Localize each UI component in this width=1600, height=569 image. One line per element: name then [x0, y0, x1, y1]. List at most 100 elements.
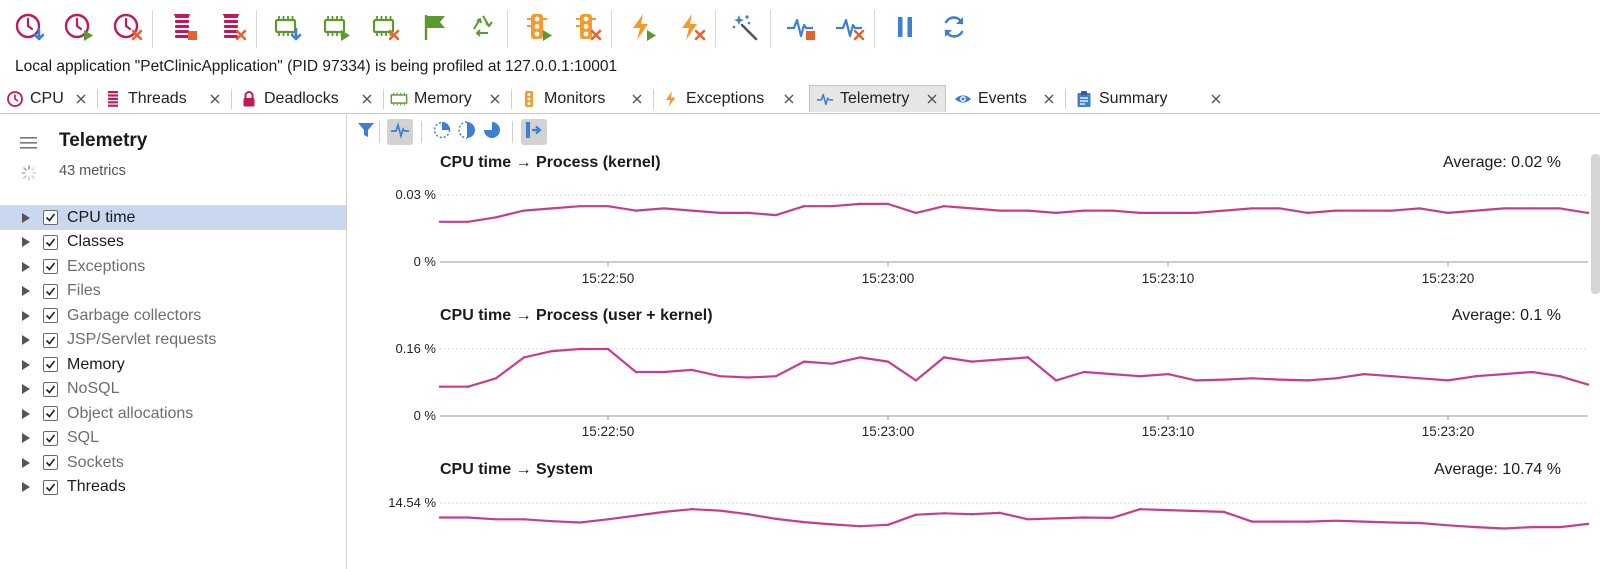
- close-tab-icon[interactable]: [1210, 93, 1222, 105]
- metric-tree-item[interactable]: SQL: [0, 426, 346, 451]
- metric-checkbox[interactable]: [43, 332, 58, 348]
- filter-toggle[interactable]: [353, 119, 379, 145]
- telemetry-chart: CPU time → Process (user + kernel) Averag…: [396, 307, 1590, 439]
- metric-checkbox[interactable]: [43, 430, 58, 446]
- exception-recording-start-button[interactable]: [625, 10, 659, 48]
- close-tab-icon[interactable]: [1043, 93, 1055, 105]
- monitor-recording-start-button[interactable]: [521, 10, 555, 48]
- data-point: [690, 209, 694, 212]
- pie-three-quarter-toggle[interactable]: [479, 119, 505, 145]
- cpu-recording-start-button[interactable]: [13, 10, 47, 48]
- metric-checkbox[interactable]: [43, 210, 58, 225]
- expand-arrow-icon[interactable]: [22, 408, 30, 419]
- metric-tree-item[interactable]: Memory: [0, 352, 346, 377]
- mark-heap-flag-button[interactable]: [417, 10, 451, 48]
- memory-recording-stop-icon: [369, 11, 401, 48]
- y-tick-label: 14.54 %: [388, 495, 436, 510]
- memory-recording-stop-button[interactable]: [368, 10, 402, 48]
- close-tab-icon[interactable]: [209, 93, 221, 105]
- expand-arrow-icon[interactable]: [22, 482, 30, 492]
- metric-tree-item[interactable]: Files: [0, 279, 346, 304]
- data-point: [1026, 356, 1030, 359]
- data-point: [662, 510, 666, 514]
- line-graph-toggle[interactable]: [387, 119, 413, 145]
- data-point: [550, 207, 554, 210]
- memory-recording-resume-button[interactable]: [319, 10, 353, 48]
- metric-checkbox[interactable]: [43, 357, 58, 372]
- probe-recording-stop-button[interactable]: [784, 10, 818, 48]
- magic-wand-button[interactable]: [729, 10, 763, 48]
- refresh-icon: [938, 11, 970, 48]
- metric-tree-item[interactable]: NoSQL: [0, 377, 346, 402]
- metric-checkbox[interactable]: [43, 455, 58, 470]
- probe-recording-clear-button[interactable]: [833, 10, 867, 48]
- pie-quarter-toggle[interactable]: [429, 119, 455, 145]
- expand-arrow-icon[interactable]: [22, 286, 30, 296]
- thread-stack-stop-button[interactable]: [166, 10, 200, 48]
- tab-summary[interactable]: Summary: [1069, 85, 1231, 112]
- expand-arrow-icon[interactable]: [22, 457, 30, 468]
- export-toggle[interactable]: [521, 119, 547, 145]
- tab-exceptions[interactable]: Exceptions: [656, 85, 804, 112]
- expand-arrow-icon[interactable]: [22, 237, 30, 247]
- metric-tree-item[interactable]: Exceptions: [0, 254, 346, 279]
- metric-tree-item[interactable]: JSP/Servlet requests: [0, 328, 346, 353]
- filter-icon: [357, 121, 375, 144]
- refresh-button[interactable]: [937, 10, 971, 48]
- garbage-collect-recycle-button[interactable]: [466, 10, 500, 48]
- expand-arrow-icon[interactable]: [22, 212, 30, 223]
- exception-recording-stop-button[interactable]: [674, 10, 708, 48]
- data-point: [1586, 522, 1590, 526]
- cpu-recording-stop-button[interactable]: [111, 10, 145, 48]
- tab-cpu[interactable]: CPU: [0, 85, 96, 112]
- x-tick-label: 15:23:10: [1142, 424, 1195, 439]
- metric-checkbox[interactable]: [43, 234, 58, 250]
- series-line: [440, 508, 1589, 530]
- thread-stack-clear-button[interactable]: [215, 10, 249, 48]
- expand-arrow-icon[interactable]: [22, 310, 30, 321]
- expand-arrow-icon[interactable]: [22, 384, 30, 394]
- pause-button[interactable]: [888, 10, 922, 48]
- close-tab-icon[interactable]: [489, 93, 501, 105]
- close-tab-icon[interactable]: [926, 93, 938, 105]
- tab-threads[interactable]: Threads: [98, 85, 230, 112]
- metric-checkbox[interactable]: [43, 406, 58, 421]
- tab-memory[interactable]: Memory: [384, 85, 510, 112]
- metric-tree-item[interactable]: CPU time: [0, 205, 346, 230]
- close-tab-icon[interactable]: [631, 93, 643, 105]
- metric-checkbox[interactable]: [43, 283, 58, 299]
- memory-recording-start-icon: [271, 11, 303, 48]
- expand-arrow-icon[interactable]: [22, 261, 30, 272]
- vertical-scrollbar[interactable]: [1591, 154, 1600, 294]
- metric-checkbox[interactable]: [43, 308, 58, 323]
- data-point: [830, 523, 834, 526]
- metric-label: Classes: [67, 233, 124, 250]
- data-point: [1110, 372, 1114, 376]
- memory-recording-start-button[interactable]: [270, 10, 304, 48]
- metric-tree-item[interactable]: Threads: [0, 475, 346, 500]
- metric-checkbox[interactable]: [43, 259, 58, 274]
- tab-events[interactable]: Events: [948, 85, 1064, 112]
- cpu-recording-resume-button[interactable]: [62, 10, 96, 48]
- close-tab-icon[interactable]: [361, 93, 373, 105]
- hamburger-menu-icon[interactable]: [20, 136, 38, 150]
- monitor-recording-stop-button[interactable]: [570, 10, 604, 48]
- pie-half-toggle[interactable]: [454, 119, 480, 145]
- toolbar-separator: [512, 121, 513, 143]
- tab-deadlocks[interactable]: Deadlocks: [234, 85, 382, 112]
- close-tab-icon[interactable]: [783, 93, 795, 105]
- metric-tree-item[interactable]: Object allocations: [0, 401, 346, 426]
- metric-tree-item[interactable]: Classes: [0, 230, 346, 255]
- tab-label: Threads: [128, 89, 187, 107]
- metric-checkbox[interactable]: [43, 479, 58, 495]
- tab-telemetry[interactable]: Telemetry: [809, 85, 946, 112]
- metric-tree-item[interactable]: Sockets: [0, 450, 346, 475]
- data-point: [1558, 375, 1562, 378]
- metric-checkbox[interactable]: [43, 381, 58, 397]
- expand-arrow-icon[interactable]: [22, 359, 30, 370]
- metric-tree-item[interactable]: Garbage collectors: [0, 303, 346, 328]
- expand-arrow-icon[interactable]: [22, 433, 30, 443]
- close-tab-icon[interactable]: [75, 93, 87, 105]
- expand-arrow-icon[interactable]: [22, 335, 30, 345]
- tab-monitors[interactable]: Monitors: [514, 85, 652, 112]
